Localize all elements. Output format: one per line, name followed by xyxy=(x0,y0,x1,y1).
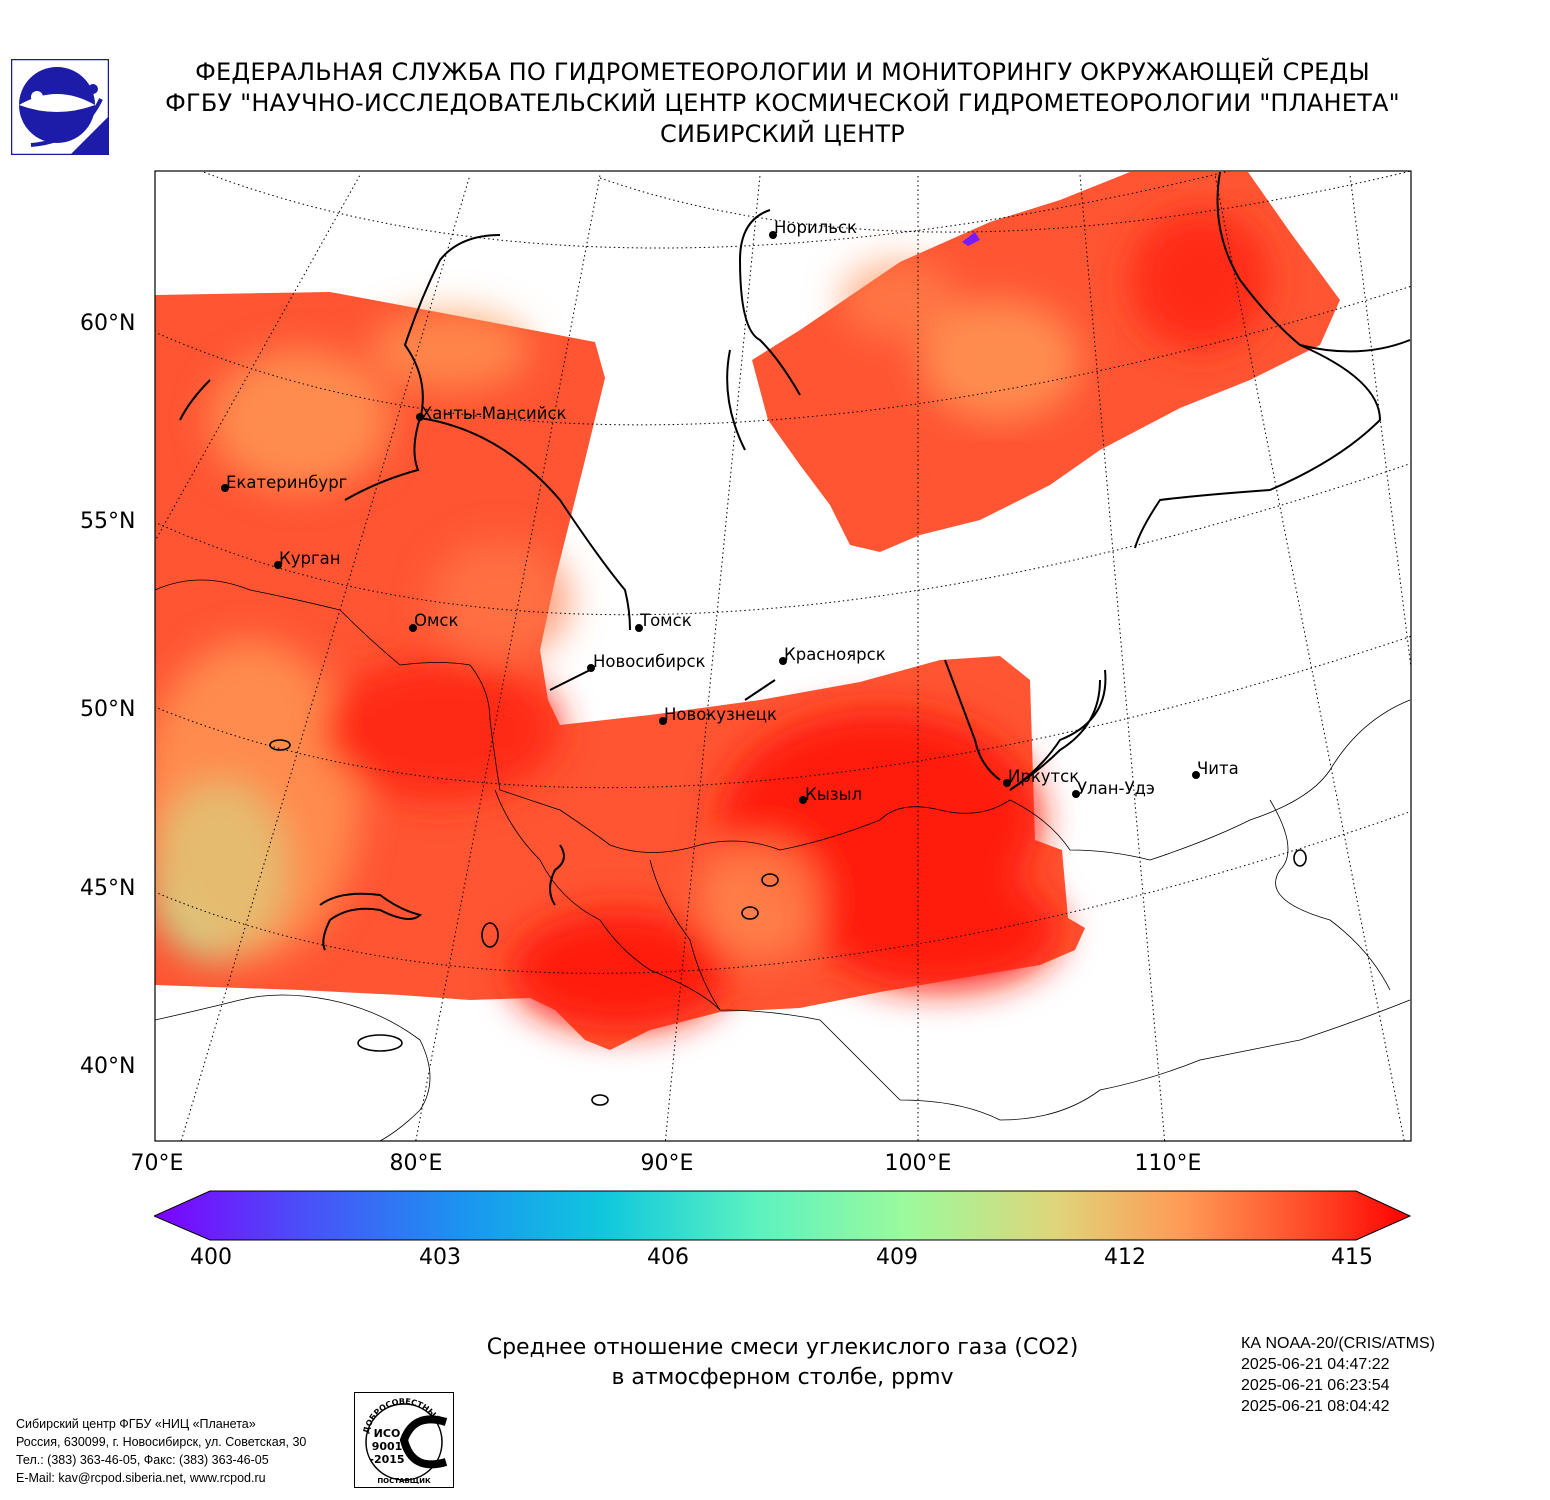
header-line-3: СИБИРСКИЙ ЦЕНТР xyxy=(660,120,905,148)
city-label-krasnoyarsk: Красноярск xyxy=(784,645,886,664)
city-marker-novosibirsk xyxy=(587,664,595,672)
city-label-chita: Чита xyxy=(1197,759,1239,778)
lon-label-90: 90°E xyxy=(640,1151,694,1176)
lat-label-50: 50°N xyxy=(80,697,136,722)
city-marker-irkutsk xyxy=(1003,779,1011,787)
svg-text:ИСО: ИСО xyxy=(374,1427,401,1440)
colorbar-tick-403: 403 xyxy=(419,1245,461,1270)
co2-swath-east xyxy=(752,172,1340,552)
lat-label-60: 60°N xyxy=(80,311,136,336)
pass-time-1: 2025-06-21 04:47:22 xyxy=(1241,1356,1390,1373)
satellite-name: КА NOAA-20/(CRIS/ATMS) xyxy=(1241,1335,1435,1352)
lat-label-40: 40°N xyxy=(80,1054,136,1079)
lakes xyxy=(269,739,1307,1106)
contact-info: Сибирский центр ФГБУ «НИЦ «Планета» Росс… xyxy=(16,1415,306,1487)
city-label-khanty-mansiysk: Ханты-Мансийск xyxy=(421,404,567,423)
city-label-novokuznetsk: Новокузнецк xyxy=(664,705,777,724)
contact-line-1: Сибирский центр ФГБУ «НИЦ «Планета» xyxy=(16,1417,256,1431)
lat-label-45: 45°N xyxy=(80,876,136,901)
city-marker-norilsk xyxy=(769,231,777,239)
rivers xyxy=(179,171,1411,951)
contact-line-2: Россия, 630099, г. Новосибирск, ул. Сове… xyxy=(16,1435,307,1449)
lon-label-100: 100°E xyxy=(884,1151,952,1176)
lon-label-80: 80°E xyxy=(389,1151,443,1176)
svg-text:-2015: -2015 xyxy=(369,1453,404,1466)
city-marker-omsk xyxy=(409,624,417,632)
pass-time-2: 2025-06-21 06:23:54 xyxy=(1241,1377,1390,1394)
lon-label-110: 110°E xyxy=(1134,1151,1202,1176)
caption-line-1: Среднее отношение смеси углекислого газа… xyxy=(486,1335,1079,1360)
co2-map xyxy=(154,170,1412,1142)
colorbar-tick-409: 409 xyxy=(876,1245,918,1270)
lon-label-70: 70°E xyxy=(130,1151,184,1176)
colorbar-tick-412: 412 xyxy=(1104,1245,1146,1270)
header-line-1: ФЕДЕРАЛЬНАЯ СЛУЖБА ПО ГИДРОМЕТЕОРОЛОГИИ … xyxy=(195,58,1370,86)
colorbar-tick-406: 406 xyxy=(647,1245,689,1270)
iso-badge-icon: ДОБРОСОВЕСТНЫЙ ИСО 9001 -2015 ПОСТАВЩИК xyxy=(354,1392,454,1488)
city-label-ekaterinburg: Екатеринбург xyxy=(226,473,348,492)
city-label-novosibirsk: Новосибирск xyxy=(593,652,706,671)
city-label-tomsk: Томск xyxy=(640,611,692,630)
city-marker-ulan-ude xyxy=(1072,790,1080,798)
caption-line-2: в атмосферном столбе, ppmv xyxy=(611,1365,954,1390)
header-line-2: ФГБУ "НАУЧНО-ИССЛЕДОВАТЕЛЬСКИЙ ЦЕНТР КОС… xyxy=(165,89,1400,117)
contact-line-3: Тел.: (383) 363-46-05, Факс: (383) 363-4… xyxy=(16,1453,269,1467)
city-label-omsk: Омск xyxy=(414,611,459,630)
svg-text:ПОСТАВЩИК: ПОСТАВЩИК xyxy=(377,1477,431,1485)
map-caption: Среднее отношение смеси углекислого газа… xyxy=(400,1333,1165,1393)
satellite-info: КА NOAA-20/(CRIS/ATMS) 2025-06-21 04:47:… xyxy=(1241,1333,1435,1417)
colorbar-tick-415: 415 xyxy=(1331,1245,1373,1270)
city-marker-novokuznetsk xyxy=(659,717,667,725)
city-label-kurgan: Курган xyxy=(279,549,341,568)
colorbar-tick-400: 400 xyxy=(190,1245,232,1270)
city-marker-tomsk xyxy=(635,624,643,632)
header: ФЕДЕРАЛЬНАЯ СЛУЖБА ПО ГИДРОМЕТЕОРОЛОГИИ … xyxy=(150,57,1415,150)
city-label-kyzyl: Кызыл xyxy=(805,785,863,804)
contact-line-4: E-Mail: kav@rcpod.siberia.net, www.rcpod… xyxy=(16,1471,266,1485)
colorbar xyxy=(154,1190,1412,1241)
planeta-logo-icon xyxy=(11,59,109,155)
pass-time-3: 2025-06-21 08:04:42 xyxy=(1241,1398,1390,1415)
city-marker-khanty-mansiysk xyxy=(416,413,424,421)
city-marker-krasnoyarsk xyxy=(779,657,787,665)
city-marker-kyzyl xyxy=(799,796,807,804)
city-label-irkutsk: Иркутск xyxy=(1008,767,1080,786)
city-marker-chita xyxy=(1192,771,1200,779)
city-marker-ekaterinburg xyxy=(221,484,229,492)
borders xyxy=(155,579,1411,1141)
city-label-norilsk: Норильск xyxy=(774,218,858,237)
city-marker-kurgan xyxy=(274,561,282,569)
lat-label-55: 55°N xyxy=(80,509,136,534)
city-label-ulan-ude: Улан-Удэ xyxy=(1077,779,1155,798)
svg-text:9001: 9001 xyxy=(372,1440,403,1453)
